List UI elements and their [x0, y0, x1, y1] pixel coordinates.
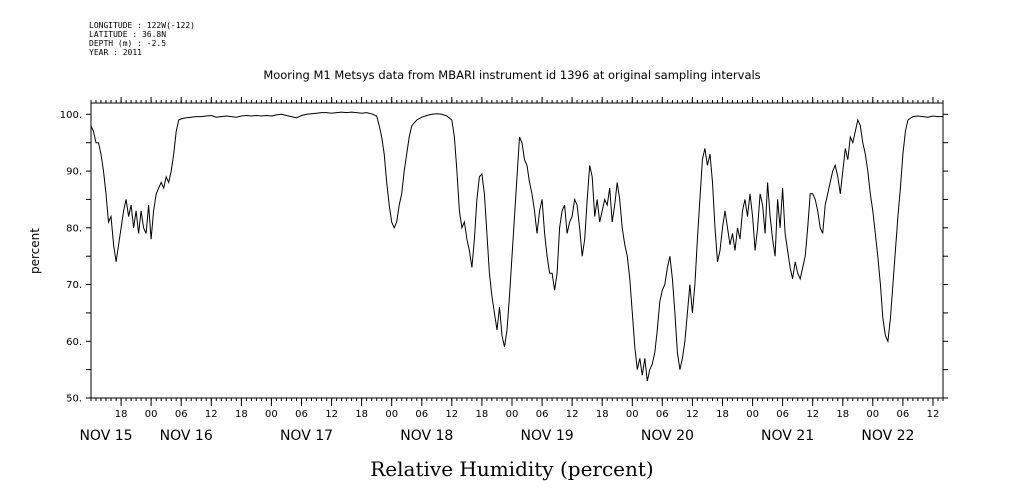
- x-tick-label: 00: [265, 409, 278, 420]
- minor-ticks: [90, 100, 944, 401]
- latitude-text: LATITUDE : 36.8N: [89, 30, 166, 39]
- x-tick-label: 00: [506, 409, 519, 420]
- x-tick-label: 18: [235, 409, 248, 420]
- x-tick-label: 18: [115, 409, 128, 420]
- day-label: NOV 19: [521, 428, 574, 444]
- x-tick-label: 00: [746, 409, 759, 420]
- x-tick-label: 06: [175, 409, 188, 420]
- y-tick-label: 70.: [66, 280, 82, 291]
- x-tick-label: 12: [566, 409, 579, 420]
- y-tick-label: 60.: [66, 337, 82, 348]
- plot-frame: [90, 102, 944, 399]
- longitude-text: LONGITUDE : 122W(-122): [89, 21, 195, 30]
- day-label: NOV 22: [861, 428, 914, 444]
- day-label: NOV 20: [641, 428, 694, 444]
- x-tick-label: 06: [536, 409, 549, 420]
- y-tick-label: 50.: [66, 394, 82, 405]
- y-tick-label: 90.: [66, 167, 82, 178]
- x-tick-label: 18: [355, 409, 368, 420]
- day-label: NOV 21: [761, 428, 814, 444]
- x-tick-label: 18: [476, 409, 489, 420]
- day-labels: NOV 15 NOV 16 NOV 17 NOV 18 NOV 19 NOV 20 NOV …: [79, 428, 914, 444]
- day-label: NOV 15: [79, 428, 132, 444]
- x-tick-label: 12: [927, 409, 940, 420]
- x-tick-label: 00: [866, 409, 879, 420]
- x-tick-label: 00: [385, 409, 398, 420]
- depth-text: DEPTH (m) : -2.5: [89, 39, 166, 48]
- y-axis-label: percent: [28, 228, 42, 274]
- x-tick-label: 00: [626, 409, 639, 420]
- x-tick-label: 18: [596, 409, 609, 420]
- day-label: NOV 16: [160, 428, 213, 444]
- humidity-series-line: [90, 111, 943, 382]
- mooring-metadata: LONGITUDE : 122W(-122) LATITUDE : 36.8N …: [89, 21, 195, 57]
- chart-title: Mooring M1 Metsys data from MBARI instru…: [263, 68, 760, 82]
- x-tick-labels: 18 00 06 12 18 00 06 12 18 00 06 12 18 00 06 12 18 00 06 12…: [115, 409, 940, 420]
- day-label: NOV 18: [400, 428, 453, 444]
- x-tick-label: 06: [295, 409, 308, 420]
- major-ticks: [86, 97, 948, 406]
- x-tick-label: 12: [686, 409, 699, 420]
- y-tick-labels: 50. 60. 70. 80. 90. 100.: [60, 110, 82, 405]
- y-tick-label: 100.: [60, 110, 82, 121]
- x-tick-label: 00: [145, 409, 158, 420]
- x-tick-label: 18: [836, 409, 849, 420]
- x-tick-label: 12: [205, 409, 218, 420]
- x-tick-label: 06: [897, 409, 910, 420]
- x-tick-label: 06: [656, 409, 669, 420]
- x-tick-label: 06: [415, 409, 428, 420]
- x-axis-label: Relative Humidity (percent): [370, 457, 653, 481]
- year-text: YEAR : 2011: [89, 48, 142, 57]
- x-tick-label: 12: [806, 409, 819, 420]
- x-tick-label: 12: [445, 409, 458, 420]
- x-tick-label: 18: [716, 409, 729, 420]
- day-label: NOV 17: [280, 428, 333, 444]
- x-tick-label: 12: [325, 409, 338, 420]
- x-tick-label: 06: [776, 409, 789, 420]
- y-tick-label: 80.: [66, 223, 82, 234]
